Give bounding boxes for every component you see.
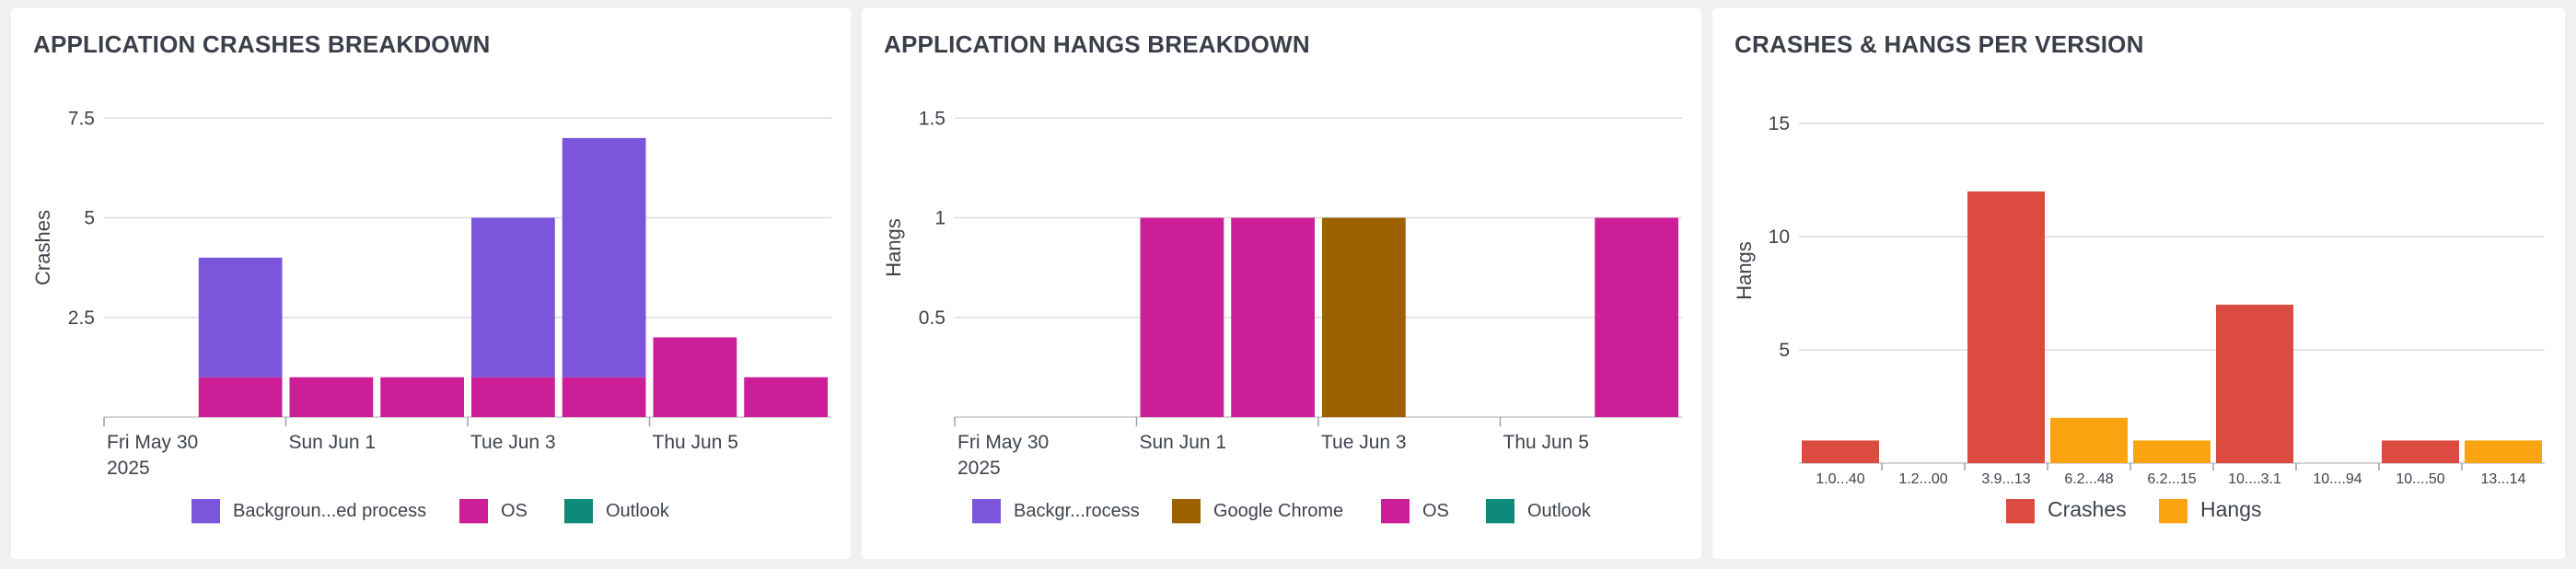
bar xyxy=(562,137,646,377)
bar xyxy=(2382,440,2459,463)
bar xyxy=(744,377,828,417)
bar xyxy=(2216,304,2293,463)
version-panel: CRASHES & HANGS PER VERSION 5 10 15 Hangs 1.… xyxy=(1712,8,2565,559)
y-axis-title: Hangs xyxy=(1733,241,1756,300)
bar xyxy=(2133,440,2210,463)
hangs-breakdown-panel: APPLICATION HANGS BREAKDOWN 0.5 1 1.5 Hangs… xyxy=(862,8,1701,559)
legend-swatch xyxy=(2006,499,2035,524)
bar xyxy=(198,377,283,417)
legend-swatch xyxy=(1486,499,1514,524)
x-tick-label: 10....3.1 xyxy=(2228,471,2281,487)
legend-label: Backgr...rocess xyxy=(1014,501,1140,521)
legend-swatch xyxy=(191,499,220,524)
x-tick-label: 13...14 xyxy=(2481,471,2526,487)
version-chart: 5 10 15 Hangs 1.0...40 1.2...00 3.9...13 6.2...… xyxy=(1733,113,2545,524)
bar xyxy=(471,377,555,417)
x-tick-label: 2025 xyxy=(107,458,150,479)
x-tick-label: 2025 xyxy=(957,458,1001,479)
bar xyxy=(1322,217,1406,417)
bar xyxy=(1231,217,1315,417)
x-tick-label: Fri May 30 xyxy=(107,432,198,453)
legend-label: Crashes xyxy=(2048,497,2127,521)
x-tick-label: Sun Jun 1 xyxy=(1140,432,1227,453)
bar xyxy=(562,377,646,417)
y-axis-title: Hangs xyxy=(882,218,905,277)
x-tick-label: Tue Jun 3 xyxy=(1321,432,1407,453)
x-tick-label: Fri May 30 xyxy=(957,432,1049,453)
hangs-breakdown-chart: 0.5 1 1.5 Hangs Fri May 30 2025 Sun Jun 1 Tue J… xyxy=(882,108,1682,524)
crashes-breakdown-panel: APPLICATION CRASHES BREAKDOWN 2.5 5 7.5 Cra… xyxy=(11,8,851,559)
y-tick-label: 5 xyxy=(1779,340,1790,361)
legend-label: OS xyxy=(501,501,528,521)
bar xyxy=(289,377,374,417)
bar xyxy=(1140,217,1224,417)
x-tick-label: Tue Jun 3 xyxy=(470,432,556,453)
panel-title: APPLICATION HANGS BREAKDOWN xyxy=(884,30,1310,58)
y-tick-label: 0.5 xyxy=(919,308,946,329)
panel-title: APPLICATION CRASHES BREAKDOWN xyxy=(33,30,491,58)
legend-swatch xyxy=(972,499,1001,524)
bar xyxy=(1802,440,1879,463)
y-tick-label: 1 xyxy=(934,208,946,229)
legend-swatch xyxy=(564,499,593,524)
legend-swatch xyxy=(1381,499,1410,524)
y-tick-label: 10 xyxy=(1769,226,1790,248)
x-tick-label: 1.2...00 xyxy=(1898,471,1947,487)
legend-label: Hangs xyxy=(2200,497,2261,521)
bar xyxy=(1595,217,1678,417)
bar xyxy=(1967,191,2045,464)
legend-swatch xyxy=(1172,499,1201,524)
y-tick-label: 7.5 xyxy=(68,108,95,129)
panel-title: CRASHES & HANGS PER VERSION xyxy=(1735,30,2144,58)
legend-label: Google Chrome xyxy=(1213,501,1343,521)
bar xyxy=(653,337,737,417)
bar xyxy=(198,257,283,377)
legend-label: Outlook xyxy=(606,501,670,521)
x-tick-label: 10....50 xyxy=(2396,471,2444,487)
y-tick-label: 1.5 xyxy=(919,108,946,129)
legend-label: Backgroun...ed process xyxy=(233,501,426,521)
bar xyxy=(380,377,464,417)
bar xyxy=(471,217,555,377)
x-tick-label: 10....94 xyxy=(2313,471,2361,487)
x-tick-label: 1.0...40 xyxy=(1816,471,1864,487)
legend-label: Outlook xyxy=(1527,501,1592,521)
legend-swatch xyxy=(2159,499,2187,524)
legend-swatch xyxy=(459,499,488,524)
legend-label: OS xyxy=(1422,501,1449,521)
x-tick-label: Sun Jun 1 xyxy=(289,432,377,453)
y-tick-label: 15 xyxy=(1769,113,1790,134)
x-tick-label: 6.2...48 xyxy=(2064,471,2113,487)
y-tick-label: 2.5 xyxy=(68,308,95,329)
x-tick-label: Thu Jun 5 xyxy=(653,432,738,453)
bar xyxy=(2465,440,2542,463)
x-tick-label: Thu Jun 5 xyxy=(1503,432,1589,453)
x-tick-label: 3.9...13 xyxy=(1981,471,2030,487)
x-tick-label: 6.2...15 xyxy=(2147,471,2196,487)
crashes-breakdown-chart: 2.5 5 7.5 Crashes Fri May 30 2025 Sun Jun 1 Tue… xyxy=(31,108,831,524)
y-axis-title: Crashes xyxy=(31,210,54,285)
y-tick-label: 5 xyxy=(84,208,95,229)
bar xyxy=(2050,417,2128,463)
